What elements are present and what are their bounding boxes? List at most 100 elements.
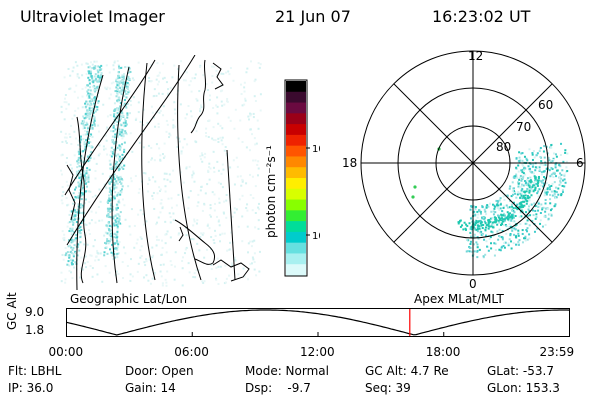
speckle [83,174,86,177]
speckle [544,216,547,219]
speckle [549,175,552,178]
speckle [253,80,256,83]
speckle [156,83,159,86]
speckle [553,191,556,194]
speckle [159,109,162,112]
speckle [121,185,124,188]
speckle [466,224,469,227]
speckle [165,130,168,133]
speckle [459,219,462,222]
speckle [498,248,501,251]
speckle [184,79,187,82]
speckle [559,180,562,183]
speckle [121,179,124,182]
speckle [543,176,546,179]
speckle [532,184,535,187]
speckle [243,103,246,106]
speckle [507,213,510,216]
speckle [199,158,202,161]
speckle [532,181,535,184]
speckle [191,176,194,179]
speckle [478,210,481,213]
speckle [562,160,565,163]
speckle [81,192,84,195]
speckle [228,248,231,251]
speckle [519,211,522,214]
speckle [93,97,96,100]
speckle [104,86,107,89]
speckle [558,163,561,166]
speckle [519,174,522,177]
speckle [149,282,152,285]
speckle [511,193,514,196]
speckle [531,186,534,189]
speckle [142,146,145,149]
speckle [120,177,123,180]
speckle [253,239,256,242]
speckle [86,260,89,263]
speckle [258,270,261,273]
speckle [524,199,527,202]
speckle [126,264,129,267]
speckle [86,94,89,97]
speckle [528,205,531,208]
speckle [121,143,124,146]
speckle [123,125,126,128]
speckle [180,150,183,153]
speckle [235,208,238,211]
speckle [219,233,222,236]
speckle [233,207,236,210]
speckle [526,177,529,180]
speckle [122,89,125,92]
speckle [193,180,196,183]
speckle [495,199,498,202]
speckle [475,228,478,231]
speckle [159,188,162,191]
speckle [541,225,544,228]
speckle [172,169,175,172]
speckle [519,192,522,195]
speckle [255,274,258,277]
speckle [101,280,104,283]
speckle [113,153,116,156]
speckle [134,118,137,121]
speckle [73,266,76,269]
speckle [518,215,521,218]
speckle [542,179,545,182]
speckle [65,141,68,144]
speckle [117,243,120,246]
speckle [190,90,193,93]
speckle [112,258,115,261]
speckle [496,223,499,226]
speckle [94,78,97,81]
speckle [538,194,541,197]
speckle [82,150,85,153]
speckle [166,270,169,273]
speckle [78,177,81,180]
speckle [523,197,526,200]
speckle [83,202,86,205]
speckle [208,162,211,165]
speckle [74,250,77,253]
speckle [489,202,492,205]
speckle [106,226,109,229]
speckle [532,214,535,217]
speckle [122,77,125,80]
speckle [241,240,244,243]
speckle [140,254,143,257]
colorbar-stripe [286,113,306,125]
speckle [121,74,124,77]
speckle [76,64,79,67]
speckle [249,194,252,197]
speckle [92,114,95,117]
speckle [156,74,159,77]
speckle [514,228,517,231]
speckle [116,92,119,95]
speckle [68,230,71,233]
speckle [217,140,220,143]
speckle [86,90,89,93]
speckle [108,222,111,225]
speckle [71,277,74,280]
speckle [249,60,252,63]
speckle [561,184,564,187]
